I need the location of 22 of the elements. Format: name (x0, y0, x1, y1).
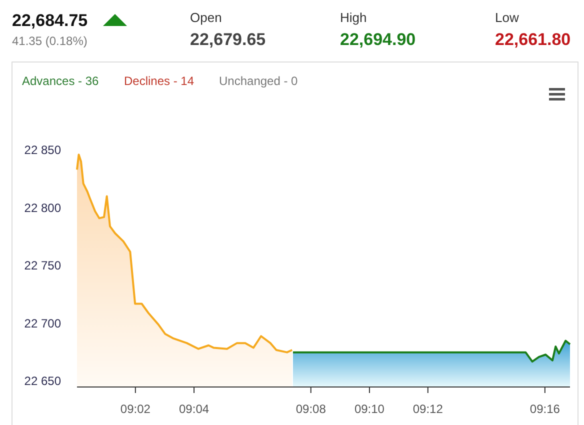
text: Declines - 14 (124, 74, 194, 88)
text: Unchanged - 0 (219, 74, 298, 88)
text: Advances - 36 (22, 74, 100, 88)
text: 22,694.90 (340, 30, 416, 49)
x-tick-label: 09:12 (412, 402, 444, 416)
y-tick-label: 22 800 (24, 200, 62, 215)
y-tick-label: 22 650 (24, 374, 62, 388)
x-tick-label: 09:08 (296, 402, 326, 416)
text: High (340, 10, 367, 25)
text: 41.35 (0.18%) (12, 34, 88, 48)
text: 22,679.65 (190, 30, 266, 49)
text: 22,684.75 (12, 11, 88, 30)
text: 22,661.80 (495, 30, 571, 49)
x-tick-label: 09:04 (179, 402, 210, 416)
text: Low (495, 10, 520, 25)
y-tick-label: 22 850 (24, 143, 62, 157)
x-tick-label: 09:02 (120, 402, 151, 416)
text: Open (190, 10, 222, 25)
x-tick-label: 09:16 (530, 402, 560, 416)
y-tick-label: 22 750 (24, 258, 62, 273)
y-tick-label: 22 700 (24, 316, 62, 330)
x-tick-label: 09:10 (354, 402, 385, 416)
